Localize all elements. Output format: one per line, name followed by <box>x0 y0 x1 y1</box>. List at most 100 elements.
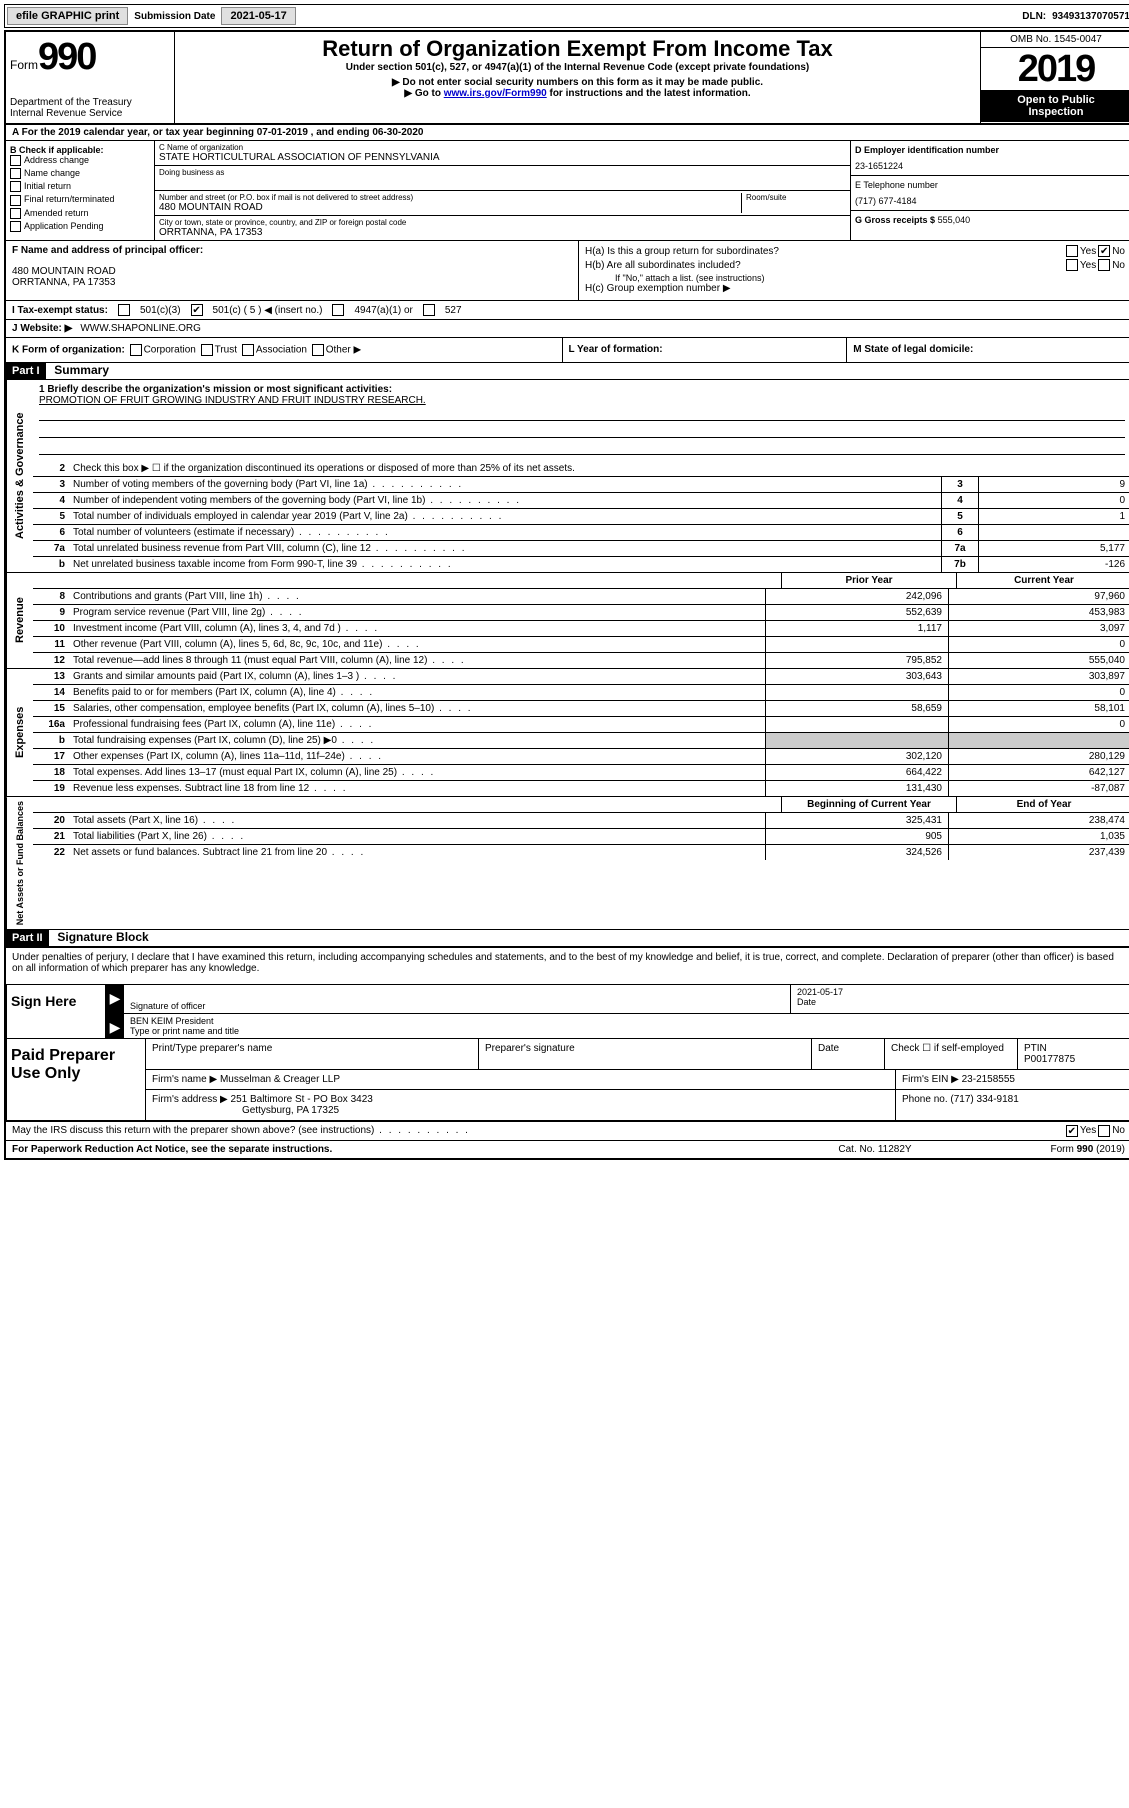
line-num: 17 <box>33 749 69 764</box>
gross-cell: G Gross receipts $ 555,040 <box>851 211 1129 229</box>
summary-line: 13Grants and similar amounts paid (Part … <box>33 669 1129 685</box>
note-ssn: ▶ Do not enter social security numbers o… <box>181 77 974 88</box>
line-box: 3 <box>941 477 978 492</box>
line-num: 22 <box>33 845 69 860</box>
chk-name-change[interactable]: Name change <box>10 168 150 179</box>
line-num: 10 <box>33 621 69 636</box>
submission-label: Submission Date <box>134 11 215 22</box>
chk-501c3[interactable] <box>118 304 130 316</box>
row-klm: K Form of organization: Corporation Trus… <box>6 338 1129 363</box>
submission-date[interactable]: 2021-05-17 <box>221 7 295 25</box>
line-desc: Other revenue (Part VIII, column (A), li… <box>69 637 765 652</box>
h-a-no[interactable] <box>1098 245 1110 257</box>
chk-trust[interactable] <box>201 344 213 356</box>
no-label-3: No <box>1112 1125 1125 1137</box>
paid-preparer-table: Paid Preparer Use Only Print/Type prepar… <box>6 1039 1129 1121</box>
form-footer: Form 990 (2019) <box>975 1144 1125 1155</box>
chk-amended[interactable]: Amended return <box>10 208 150 219</box>
line-prior: 1,117 <box>765 621 948 636</box>
summary-line: 15Salaries, other compensation, employee… <box>33 701 1129 717</box>
line-current <box>948 733 1129 748</box>
summary-line: 21Total liabilities (Part X, line 26)905… <box>33 829 1129 845</box>
prep-sig-label: Preparer's signature <box>479 1039 812 1069</box>
paid-preparer-label: Paid Preparer Use Only <box>7 1039 146 1120</box>
line-num: 6 <box>33 525 69 540</box>
line-num: b <box>33 733 69 748</box>
col-d-identifiers: D Employer identification number 23-1651… <box>850 141 1129 240</box>
summary-line: 6Total number of volunteers (estimate if… <box>33 525 1129 541</box>
col-b-heading: B Check if applicable: <box>10 145 104 155</box>
form-header: Form990 Department of the Treasury Inter… <box>6 32 1129 125</box>
chk-4947[interactable] <box>332 304 344 316</box>
col-m-state: M State of legal domicile: <box>846 338 1129 362</box>
line2-desc: Check this box ▶ ☐ if the organization d… <box>69 461 1129 476</box>
form-frame: Form990 Department of the Treasury Inter… <box>4 30 1129 1160</box>
line-prior: 131,430 <box>765 781 948 796</box>
efile-button[interactable]: efile GRAPHIC print <box>7 7 128 25</box>
discuss-label: May the IRS discuss this return with the… <box>12 1125 374 1136</box>
ein-label: D Employer identification number <box>855 145 999 155</box>
summary-line: 20Total assets (Part X, line 16)325,4312… <box>33 813 1129 829</box>
summary-line: bNet unrelated business taxable income f… <box>33 557 1129 572</box>
h-b-note: If "No," attach a list. (see instruction… <box>585 273 1125 283</box>
col-k-form-org: K Form of organization: Corporation Trus… <box>6 338 562 362</box>
paid-preparer-right: Print/Type preparer's name Preparer's si… <box>146 1039 1129 1120</box>
line-num: 13 <box>33 669 69 684</box>
h-a-yes[interactable] <box>1066 245 1078 257</box>
line-num: 3 <box>33 477 69 492</box>
header-right: OMB No. 1545-0047 2019 Open to Public In… <box>980 32 1129 123</box>
dept-treasury: Department of the Treasury <box>10 97 170 108</box>
line-num: 9 <box>33 605 69 620</box>
net-header-cols: Beginning of Current Year End of Year <box>33 797 1129 813</box>
line-desc: Total unrelated business revenue from Pa… <box>69 541 941 556</box>
line-desc: Revenue less expenses. Subtract line 18 … <box>69 781 765 796</box>
col-b-checkboxes: B Check if applicable: Address change Na… <box>6 141 155 240</box>
tel-label: E Telephone number <box>855 180 1127 190</box>
omb-number: OMB No. 1545-0047 <box>981 32 1129 48</box>
line-desc: Total expenses. Add lines 13–17 (must eq… <box>69 765 765 780</box>
ptin-label: PTIN <box>1024 1043 1124 1054</box>
line-desc: Total number of volunteers (estimate if … <box>69 525 941 540</box>
tel-cell: E Telephone number (717) 677-4184 <box>851 176 1129 211</box>
chk-final-return[interactable]: Final return/terminated <box>10 194 150 205</box>
tax-status-label: I Tax-exempt status: <box>12 305 108 316</box>
top-bar: efile GRAPHIC print Submission Date 2021… <box>4 4 1129 28</box>
h-b-yes[interactable] <box>1066 259 1078 271</box>
chk-527[interactable] <box>423 304 435 316</box>
sign-here-table: Sign Here ▶ Signature of officer 2021-05… <box>6 984 1129 1039</box>
state-domicile-label: M State of legal domicile: <box>853 344 973 355</box>
line-prior <box>765 717 948 732</box>
org-name: STATE HORTICULTURAL ASSOCIATION OF PENNS… <box>159 152 846 163</box>
line-current: -87,087 <box>948 781 1129 796</box>
prep-name-label: Print/Type preparer's name <box>146 1039 479 1069</box>
line-current: 0 <box>948 685 1129 700</box>
irs-link[interactable]: www.irs.gov/Form990 <box>444 88 547 99</box>
chk-corp[interactable] <box>130 344 142 356</box>
line-current: 303,897 <box>948 669 1129 684</box>
discuss-no[interactable] <box>1098 1125 1110 1137</box>
chk-assoc[interactable] <box>242 344 254 356</box>
firm-addr1: 251 Baltimore St - PO Box 3423 <box>231 1094 373 1105</box>
chk-app-pending[interactable]: Application Pending <box>10 221 150 232</box>
col-f-officer: F Name and address of principal officer:… <box>6 241 578 300</box>
h-b-row: H(b) Are all subordinates included? Yes … <box>585 259 1125 271</box>
check-self-employed[interactable]: Check ☐ if self-employed <box>885 1039 1018 1069</box>
net-assets-body: Beginning of Current Year End of Year 20… <box>33 797 1129 929</box>
chk-initial-return[interactable]: Initial return <box>10 181 150 192</box>
note2-post: for instructions and the latest informat… <box>547 88 751 99</box>
chk-501c[interactable] <box>191 304 203 316</box>
line-num: 11 <box>33 637 69 652</box>
chk-address-change[interactable]: Address change <box>10 155 150 166</box>
mission-text: PROMOTION OF FRUIT GROWING INDUSTRY AND … <box>39 395 1125 406</box>
officer-addr2: ORRTANNA, PA 17353 <box>12 277 572 288</box>
opt-corp: Corporation <box>144 345 196 356</box>
h-b-no[interactable] <box>1098 259 1110 271</box>
line-num: 20 <box>33 813 69 828</box>
line-desc: Grants and similar amounts paid (Part IX… <box>69 669 765 684</box>
summary-line: 4Number of independent voting members of… <box>33 493 1129 509</box>
discuss-yes[interactable] <box>1066 1125 1078 1137</box>
opt-trust: Trust <box>215 345 237 356</box>
chk-other[interactable] <box>312 344 324 356</box>
line-desc: Investment income (Part VIII, column (A)… <box>69 621 765 636</box>
chk-label-1: Name change <box>24 168 80 178</box>
